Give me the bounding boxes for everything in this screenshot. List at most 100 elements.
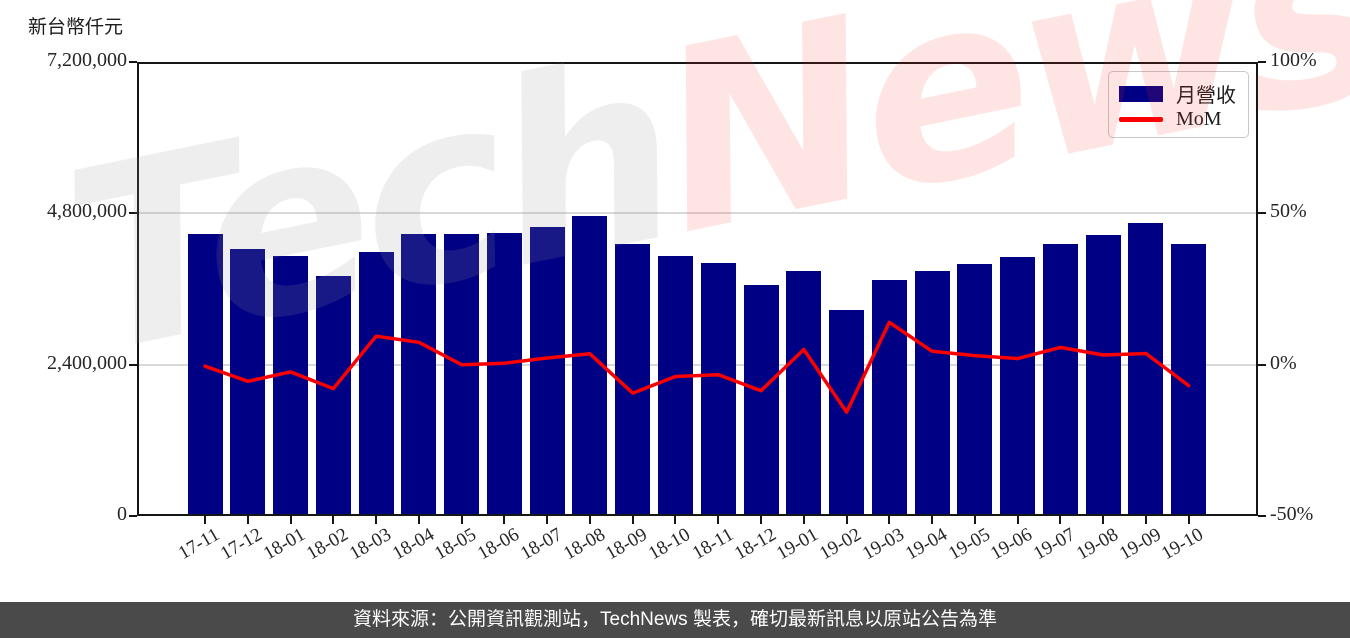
legend-item-mom: MoM	[1119, 108, 1238, 131]
right-tick	[1258, 61, 1266, 63]
y-right-tick-label: 50%	[1270, 200, 1307, 223]
y-right-tick-label: 100%	[1270, 49, 1317, 71]
bar-18-12	[743, 284, 779, 514]
bar-19-02	[829, 310, 865, 514]
x-tick-label-19-04: 19-04	[901, 524, 951, 565]
legend-item-revenue: 月營收	[1119, 79, 1238, 108]
mom-line-swatch-icon	[1119, 117, 1163, 122]
legend-mom-label: MoM	[1176, 108, 1222, 130]
bar-18-09	[615, 244, 651, 514]
bar-17-11	[187, 234, 223, 514]
x-tick	[631, 516, 634, 524]
h-gridline	[139, 212, 1256, 215]
bar-18-05	[444, 233, 480, 514]
plot-area	[137, 62, 1258, 516]
x-tick-label-18-11: 18-11	[688, 524, 737, 564]
x-tick	[246, 516, 249, 524]
x-tick	[674, 516, 677, 524]
bar-18-01	[273, 255, 309, 514]
bar-19-04	[914, 270, 950, 514]
x-tick-label-19-08: 19-08	[1072, 524, 1122, 565]
bar-18-11	[700, 263, 736, 514]
x-tick-label-18-07: 18-07	[516, 524, 566, 565]
left-tick	[129, 363, 137, 366]
bar-19-08	[1085, 234, 1121, 514]
source-footer: 資料來源：公開資訊觀測站，TechNews 製表，確切最新訊息以原站公告為準	[0, 602, 1350, 638]
x-tick	[1144, 516, 1147, 524]
x-tick	[717, 516, 720, 524]
left-tick	[129, 61, 137, 63]
x-tick	[1016, 516, 1019, 524]
x-tick-label-18-12: 18-12	[730, 524, 780, 565]
y-axis-title: 新台幣仟元	[28, 17, 124, 38]
bar-19-09	[1128, 223, 1164, 514]
x-tick	[588, 516, 591, 524]
bar-19-06	[1000, 257, 1036, 514]
x-tick-label-18-02: 18-02	[302, 524, 352, 565]
y-left-tick-label: 4,800,000	[47, 200, 127, 223]
x-tick-label-18-10: 18-10	[645, 524, 694, 565]
x-tick-label-18-05: 18-05	[431, 524, 481, 565]
y-left-tick-label: 2,400,000	[47, 351, 127, 374]
bar-19-03	[871, 280, 907, 514]
x-tick	[417, 516, 420, 524]
x-tick	[503, 516, 506, 524]
x-tick-label-18-09: 18-09	[602, 524, 652, 565]
x-tick	[375, 516, 378, 524]
bar-19-07	[1042, 244, 1078, 514]
y-right-tick-label: 0%	[1270, 351, 1297, 374]
right-tick	[1258, 515, 1266, 517]
x-tick-label-18-06: 18-06	[474, 524, 523, 565]
x-tick	[460, 516, 463, 524]
x-tick	[1187, 516, 1190, 524]
x-tick	[973, 516, 976, 524]
bar-18-02	[315, 275, 351, 514]
x-tick	[760, 516, 762, 524]
bar-18-04	[401, 234, 437, 514]
bar-18-03	[358, 252, 394, 514]
x-tick-label-19-01: 19-01	[773, 524, 823, 565]
x-tick	[931, 516, 934, 524]
x-tick-label-19-06: 19-06	[987, 524, 1037, 565]
x-tick	[888, 516, 891, 524]
x-tick-label-19-09: 19-09	[1115, 524, 1165, 565]
bar-19-01	[786, 271, 822, 514]
bar-18-10	[657, 255, 693, 514]
y-right-tick-label: -50%	[1270, 503, 1314, 525]
legend: 月營收 MoM	[1108, 71, 1249, 138]
x-tick-label-18-08: 18-08	[559, 524, 609, 565]
x-tick-label-17-11: 17-11	[175, 524, 224, 564]
bar-19-10	[1171, 244, 1207, 514]
x-tick	[802, 516, 805, 524]
x-tick-label-17-12: 17-12	[217, 524, 267, 565]
x-tick	[1059, 516, 1062, 524]
y-left-tick-label: 0	[117, 503, 127, 525]
bar-18-06	[486, 232, 522, 514]
right-tick	[1258, 363, 1266, 366]
bar-19-05	[957, 263, 993, 514]
y-left-tick-label: 7,200,000	[47, 49, 127, 71]
x-tick-label-19-02: 19-02	[816, 524, 866, 565]
x-tick-label-18-01: 18-01	[260, 524, 310, 565]
bar-18-07	[529, 227, 565, 514]
x-tick-label-18-03: 18-03	[345, 524, 395, 565]
bar-17-12	[230, 249, 266, 514]
x-tick-label-19-05: 19-05	[944, 524, 994, 565]
x-tick	[546, 516, 549, 524]
legend-revenue-label: 月營收	[1176, 85, 1236, 107]
x-tick	[845, 516, 848, 524]
x-tick-label-19-03: 19-03	[858, 524, 908, 565]
x-tick	[332, 516, 335, 524]
left-tick	[129, 515, 137, 517]
x-tick	[1102, 516, 1105, 524]
bar-18-08	[572, 215, 608, 514]
x-tick-label-19-07: 19-07	[1030, 524, 1079, 565]
x-tick-label-19-10: 19-10	[1158, 524, 1208, 565]
right-tick	[1258, 212, 1266, 215]
x-tick-label-18-04: 18-04	[388, 524, 438, 565]
left-tick	[129, 212, 137, 215]
revenue-bar-swatch-icon	[1119, 85, 1163, 102]
x-tick	[289, 516, 292, 524]
x-tick	[204, 516, 206, 524]
